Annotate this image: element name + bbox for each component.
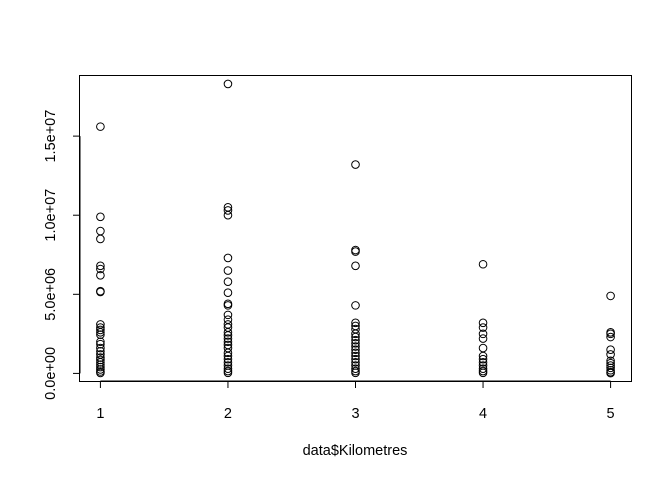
data-point: [96, 271, 105, 280]
data-point: [478, 368, 488, 378]
data-point: [223, 358, 233, 367]
y-tick-label: 0.0e+00: [43, 347, 59, 400]
data-point: [96, 327, 105, 337]
data-point: [351, 301, 360, 310]
data-point: [223, 310, 233, 320]
data-point: [606, 363, 615, 373]
data-point: [351, 332, 360, 342]
y-tick-label: 1.5e+07: [43, 110, 59, 163]
data-point: [606, 368, 615, 378]
x-tick-label: 2: [224, 406, 232, 422]
data-point: [96, 261, 105, 271]
data-point: [223, 337, 233, 347]
y-tick-label: 5.0e+06: [43, 268, 59, 321]
data-point: [96, 346, 105, 356]
x-tick-label: 4: [479, 406, 487, 422]
data-point: [478, 329, 488, 339]
data-point: [351, 345, 360, 354]
data-point: [478, 323, 488, 332]
data-point: [223, 288, 233, 298]
data-point: [478, 351, 488, 361]
data-point: [223, 327, 233, 337]
data-point: [351, 160, 360, 169]
data-point: [96, 212, 105, 222]
data-point: [223, 301, 233, 310]
data-point: [96, 287, 105, 297]
data-point: [606, 329, 615, 339]
x-tick-label: 1: [96, 406, 104, 422]
data-point: [223, 334, 233, 343]
data-point: [478, 259, 488, 269]
data-point: [223, 253, 233, 263]
data-point: [223, 368, 233, 378]
data-point: [351, 342, 360, 351]
data-point: [351, 339, 360, 348]
x-axis-label: data$Kilometres: [303, 443, 408, 459]
data-point: [606, 350, 615, 359]
data-point: [223, 210, 233, 220]
data-point: [351, 358, 360, 367]
data-point: [96, 264, 105, 274]
data-point: [223, 348, 233, 358]
data-point: [223, 206, 233, 215]
data-point: [351, 335, 360, 345]
data-point: [478, 358, 488, 367]
data-point: [478, 343, 488, 353]
y-tick-label: 1.0e+07: [43, 189, 59, 242]
data-point: [351, 351, 360, 361]
data-point: [96, 122, 105, 131]
data-point: [96, 343, 105, 353]
data-point: [223, 277, 233, 286]
x-axis: 1 2 3 4 5: [96, 380, 615, 422]
data-point: [478, 318, 488, 328]
data-point: [223, 266, 233, 275]
x-tick-label: 3: [351, 406, 359, 422]
data-points: [96, 79, 615, 378]
data-point: [351, 247, 360, 256]
data-point: [351, 348, 360, 358]
data-point: [351, 364, 360, 373]
data-point: [96, 337, 105, 347]
data-point: [606, 332, 615, 342]
data-point: [223, 331, 233, 340]
data-point: [351, 261, 360, 271]
data-point: [223, 351, 233, 361]
data-point: [606, 291, 615, 301]
data-point: [223, 79, 233, 89]
data-point: [351, 354, 360, 364]
data-point: [351, 329, 360, 339]
x-tick-label: 5: [607, 406, 615, 422]
data-point: [223, 354, 233, 364]
data-point: [478, 364, 488, 373]
data-point: [478, 354, 488, 364]
data-point: [96, 362, 105, 372]
data-point: [96, 368, 105, 378]
y-axis: 0.0e+00 5.0e+06 1.0e+07 1.5e+07: [43, 110, 81, 400]
data-point: [478, 334, 488, 343]
data-point: [96, 226, 105, 236]
data-point: [351, 368, 360, 378]
data-point: [96, 365, 105, 374]
data-point: [351, 318, 360, 328]
data-point: [606, 345, 615, 354]
data-point: [96, 360, 105, 370]
data-point: [223, 364, 233, 373]
data-point: [96, 325, 105, 335]
plot-frame: [79, 75, 632, 382]
data-point: [96, 234, 105, 244]
